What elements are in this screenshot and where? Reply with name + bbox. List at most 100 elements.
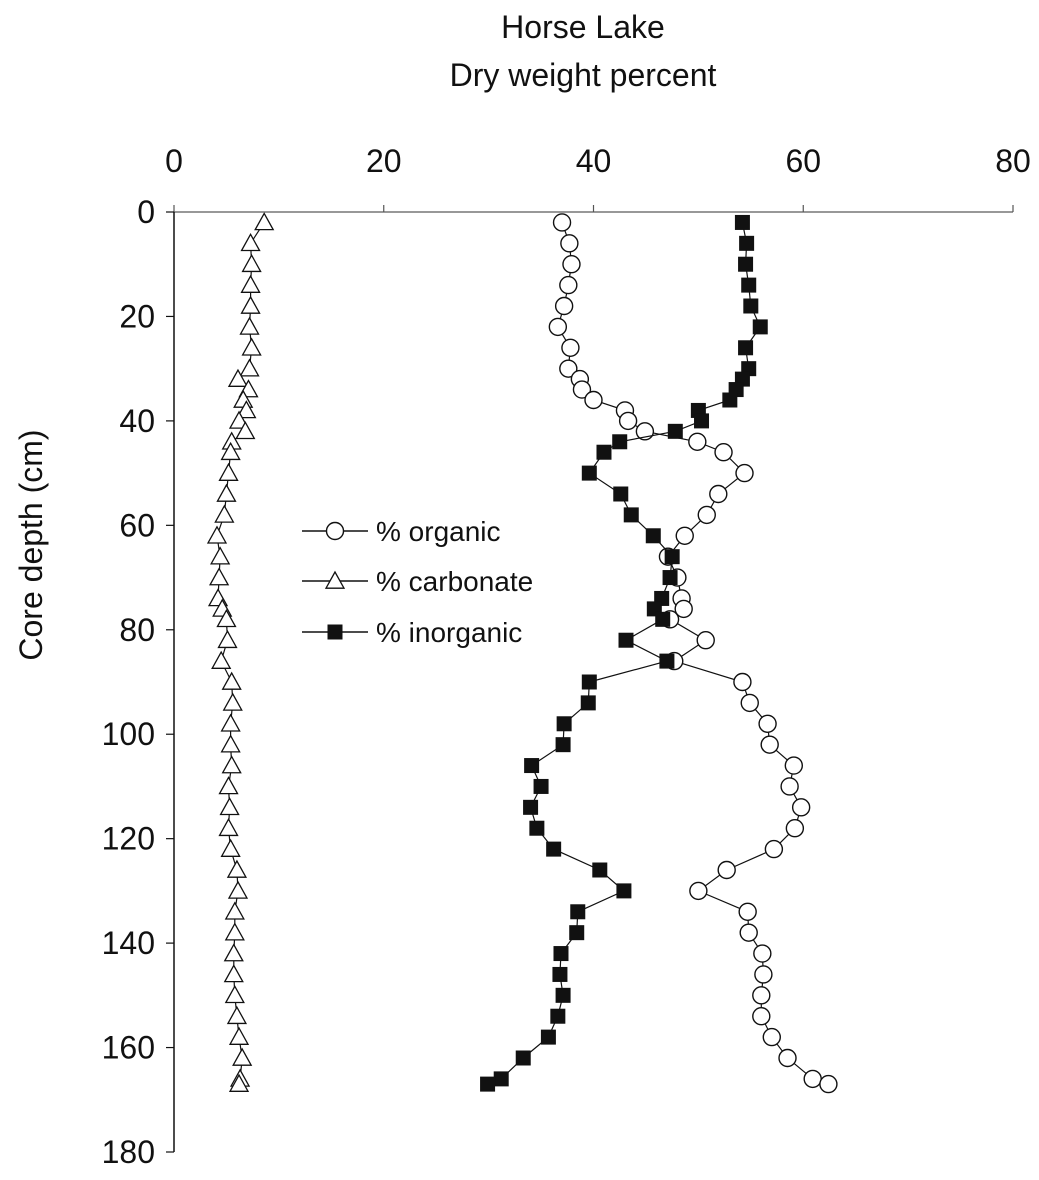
data-point [216, 608, 237, 628]
data-point [752, 1007, 771, 1026]
data-point [592, 862, 608, 878]
y-tick-label: 20 [119, 298, 155, 334]
data-point [709, 484, 728, 504]
data-point [240, 274, 261, 293]
data-point [228, 1026, 250, 1045]
data-point [664, 549, 680, 565]
legend-label: % inorganic [376, 617, 522, 648]
y-tick-label: 160 [102, 1030, 155, 1066]
data-point [533, 778, 549, 794]
data-point [480, 1076, 496, 1092]
data-point [515, 1050, 531, 1066]
data-point [220, 734, 241, 753]
data-point [740, 693, 759, 713]
data-point [655, 611, 671, 627]
data-point [569, 925, 585, 941]
data-point [752, 319, 768, 335]
data-point [580, 695, 596, 711]
data-point [762, 1027, 781, 1047]
data-point [523, 799, 539, 815]
data-point [239, 358, 260, 377]
plot-area [206, 212, 838, 1094]
y-tick-label: 140 [102, 925, 155, 961]
data-point [581, 465, 597, 481]
x-tick-label: 80 [995, 143, 1031, 179]
data-point [733, 672, 752, 692]
data-point [778, 1048, 797, 1068]
series-0 [548, 213, 838, 1094]
legend: % organic % carbonate % inorganic [302, 516, 533, 648]
data-point [667, 423, 683, 439]
data-point [764, 839, 784, 859]
data-point [739, 235, 755, 251]
legend-entry: % organic [302, 516, 501, 547]
data-point [819, 1074, 838, 1094]
data-point [219, 796, 240, 816]
data-point [613, 486, 629, 502]
data-point [220, 441, 241, 461]
data-point [223, 943, 244, 962]
data-point [540, 1029, 556, 1045]
data-point [561, 338, 580, 357]
data-point [220, 838, 241, 857]
x-tick-label: 40 [576, 143, 612, 179]
data-point [211, 650, 232, 669]
series-1 [206, 212, 275, 1092]
data-point [550, 1008, 566, 1024]
y-tick-label: 60 [119, 507, 155, 543]
data-point [222, 692, 243, 711]
data-point [552, 213, 572, 232]
chart-subtitle: Dry weight percent [450, 57, 717, 93]
data-point [735, 463, 754, 483]
data-point [224, 922, 245, 941]
data-point [618, 632, 634, 648]
data-point [572, 380, 592, 399]
x-tick-label: 0 [165, 143, 183, 179]
data-point [758, 714, 777, 733]
data-point [739, 923, 758, 942]
data-point [754, 965, 773, 984]
data-point [722, 392, 738, 408]
data-point [581, 674, 597, 690]
x-tick-label: 60 [785, 143, 821, 179]
data-point [688, 432, 707, 451]
legend-entry: % carbonate [302, 566, 533, 597]
data-point [717, 860, 736, 880]
data-point [554, 296, 574, 316]
y-tick-label: 0 [137, 194, 155, 230]
data-point [529, 820, 545, 836]
data-point [784, 756, 804, 775]
data-point [760, 735, 779, 754]
data-point [224, 901, 245, 920]
legend-label: % carbonate [376, 566, 533, 597]
data-point [618, 411, 638, 431]
data-point [221, 671, 242, 690]
legend-marker [327, 624, 343, 640]
data-point [696, 631, 715, 650]
data-point [562, 255, 581, 274]
data-point [674, 599, 693, 619]
data-point [612, 434, 628, 450]
data-point [741, 277, 757, 293]
data-point [228, 1073, 250, 1092]
data-point [218, 817, 239, 837]
data-point [689, 881, 708, 901]
data-point [208, 567, 230, 586]
data-point [241, 337, 262, 356]
data-point [694, 413, 710, 429]
data-point [734, 214, 750, 230]
y-tick-label: 80 [119, 612, 155, 648]
data-point [254, 212, 275, 231]
data-point [220, 713, 241, 732]
data-point [584, 390, 603, 410]
data-point [552, 966, 568, 982]
data-point [218, 462, 239, 481]
data-point [616, 883, 632, 899]
data-point [226, 1005, 248, 1025]
y-tick-label: 180 [102, 1134, 155, 1170]
data-point [596, 444, 612, 460]
data-point [232, 1047, 253, 1066]
series-line [487, 222, 761, 1085]
data-point [217, 629, 238, 649]
data-point [214, 504, 235, 523]
